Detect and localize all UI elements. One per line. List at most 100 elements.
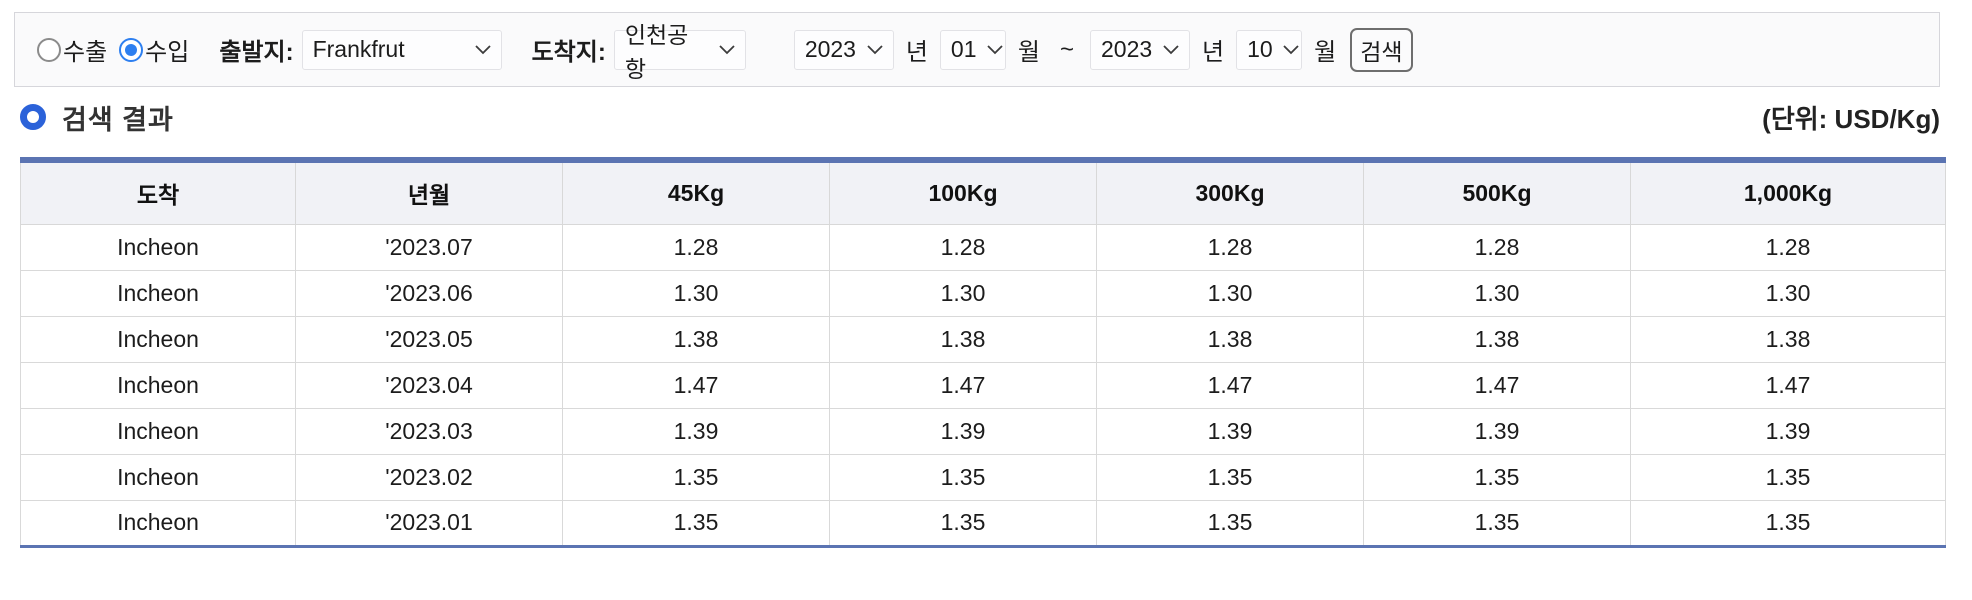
origin-select[interactable]: Frankfrut bbox=[301, 29, 502, 70]
table-cell: 1.30 bbox=[1363, 269, 1631, 317]
end-year-value: 2023 bbox=[1101, 36, 1153, 62]
chevron-down-icon bbox=[1163, 44, 1179, 55]
table-row: Incheon '2023.07 1.28 1.28 1.28 1.28 1.28 bbox=[20, 223, 1946, 271]
radio-export-input[interactable] bbox=[37, 37, 61, 62]
table-cell: 1.28 bbox=[1630, 223, 1946, 271]
unit-label: (단위: USD/Kg) bbox=[1762, 103, 1940, 134]
chevron-down-icon bbox=[719, 44, 735, 55]
column-header-1000kg: 1,000Kg bbox=[1630, 159, 1946, 225]
table-cell: Incheon bbox=[20, 453, 296, 501]
table-row: Incheon '2023.01 1.35 1.35 1.35 1.35 1.35 bbox=[20, 499, 1946, 547]
chevron-down-icon bbox=[474, 44, 491, 55]
search-bar: 수출 수입 출발지: Frankfrut 도착지: 인천공항 2023 년 01 bbox=[14, 12, 1940, 87]
table-cell: 1.35 bbox=[562, 453, 830, 501]
table-cell: Incheon bbox=[20, 315, 296, 363]
column-header-destination: 도착 bbox=[20, 159, 296, 225]
end-year-select[interactable]: 2023 bbox=[1090, 29, 1191, 70]
destination-select-value: 인천공항 bbox=[624, 21, 689, 82]
start-year-unit: 년 bbox=[905, 39, 928, 66]
destination-label: 도착지: bbox=[531, 39, 606, 66]
table-cell: 1.28 bbox=[829, 223, 1097, 271]
table-cell: 1.47 bbox=[1096, 361, 1364, 409]
table-cell: 1.39 bbox=[1630, 407, 1946, 455]
table-cell: 1.38 bbox=[829, 315, 1097, 363]
table-cell: 1.38 bbox=[1363, 315, 1631, 363]
table-cell: 1.47 bbox=[562, 361, 830, 409]
start-year-value: 2023 bbox=[804, 36, 856, 62]
radio-export-label: 수출 bbox=[63, 39, 108, 66]
end-month-unit: 월 bbox=[1314, 39, 1337, 66]
table-cell: 1.47 bbox=[1363, 361, 1631, 409]
table-cell: 1.30 bbox=[1096, 269, 1364, 317]
end-year-unit: 년 bbox=[1202, 39, 1225, 66]
table-row: Incheon '2023.02 1.35 1.35 1.35 1.35 1.35 bbox=[20, 453, 1946, 501]
table-cell: Incheon bbox=[20, 269, 296, 317]
table-cell: '2023.07 bbox=[295, 223, 563, 271]
results-section-title: 검색 결과 bbox=[62, 104, 174, 135]
range-separator: ~ bbox=[1060, 35, 1075, 63]
table-cell: '2023.05 bbox=[295, 315, 563, 363]
table-cell: 1.39 bbox=[562, 407, 830, 455]
start-year-select[interactable]: 2023 bbox=[793, 29, 894, 70]
table-cell: '2023.02 bbox=[295, 453, 563, 501]
table-cell: 1.35 bbox=[1096, 453, 1364, 501]
search-button[interactable]: 검색 bbox=[1350, 27, 1413, 72]
chevron-down-icon bbox=[986, 44, 1003, 55]
table-cell: 1.39 bbox=[829, 407, 1097, 455]
column-header-100kg: 100Kg bbox=[829, 159, 1097, 225]
origin-select-value: Frankfrut bbox=[312, 36, 405, 62]
table-cell: 1.47 bbox=[1630, 361, 1946, 409]
table-cell: 1.30 bbox=[1630, 269, 1946, 317]
table-cell: 1.38 bbox=[562, 315, 830, 363]
table-cell: 1.28 bbox=[562, 223, 830, 271]
table-cell: 1.35 bbox=[1363, 453, 1631, 501]
table-cell: 1.35 bbox=[1630, 499, 1946, 547]
chevron-down-icon bbox=[1283, 44, 1299, 55]
results-table: 도착 년월 45Kg 100Kg 300Kg 500Kg 1,000Kg Inc… bbox=[20, 157, 1946, 548]
table-cell: 1.35 bbox=[562, 499, 830, 547]
table-cell: 1.35 bbox=[1630, 453, 1946, 501]
table-cell: 1.39 bbox=[1096, 407, 1364, 455]
table-row: Incheon '2023.06 1.30 1.30 1.30 1.30 1.30 bbox=[20, 269, 1946, 317]
table-cell: '2023.04 bbox=[295, 361, 563, 409]
column-header-45kg: 45Kg bbox=[562, 159, 830, 225]
column-header-300kg: 300Kg bbox=[1096, 159, 1364, 225]
origin-label: 출발지: bbox=[219, 39, 294, 66]
table-cell: 1.30 bbox=[562, 269, 830, 317]
table-row: Incheon '2023.05 1.38 1.38 1.38 1.38 1.38 bbox=[20, 315, 1946, 363]
table-cell: 1.39 bbox=[1363, 407, 1631, 455]
table-header-row: 도착 년월 45Kg 100Kg 300Kg 500Kg 1,000Kg bbox=[20, 159, 1946, 225]
start-month-select[interactable]: 01 bbox=[939, 29, 1006, 70]
table-cell: 1.38 bbox=[1630, 315, 1946, 363]
chevron-down-icon bbox=[867, 44, 883, 55]
radio-option-export[interactable]: 수출 bbox=[37, 32, 107, 67]
table-cell: '2023.06 bbox=[295, 269, 563, 317]
table-row: Incheon '2023.03 1.39 1.39 1.39 1.39 1.39 bbox=[20, 407, 1946, 455]
table-cell: 1.38 bbox=[1096, 315, 1364, 363]
end-month-select[interactable]: 10 bbox=[1236, 29, 1303, 70]
results-table-body: Incheon '2023.07 1.28 1.28 1.28 1.28 1.28 Inche… bbox=[20, 223, 1946, 547]
column-header-yearmonth: 년월 bbox=[295, 159, 563, 225]
start-month-unit: 월 bbox=[1017, 39, 1040, 66]
table-cell: '2023.01 bbox=[295, 499, 563, 547]
table-cell: 1.28 bbox=[1096, 223, 1364, 271]
period-group: 2023 년 01 월 ~ 2023 년 10 월 bbox=[793, 29, 1340, 70]
radio-option-import[interactable]: 수입 bbox=[119, 32, 189, 67]
results-header: 검색 결과 (단위: USD/Kg) bbox=[20, 98, 1940, 136]
table-cell: 1.47 bbox=[829, 361, 1097, 409]
table-cell: Incheon bbox=[20, 499, 296, 547]
table-cell: 1.28 bbox=[1363, 223, 1631, 271]
table-cell: Incheon bbox=[20, 361, 296, 409]
table-cell: Incheon bbox=[20, 223, 296, 271]
radio-import-input[interactable] bbox=[119, 37, 144, 62]
ring-icon bbox=[20, 104, 46, 130]
column-header-500kg: 500Kg bbox=[1363, 159, 1631, 225]
radio-import-label: 수입 bbox=[145, 39, 190, 66]
table-cell: 1.30 bbox=[829, 269, 1097, 317]
table-cell: 1.35 bbox=[829, 453, 1097, 501]
table-cell: 1.35 bbox=[1363, 499, 1631, 547]
destination-select[interactable]: 인천공항 bbox=[613, 22, 746, 82]
table-row: Incheon '2023.04 1.47 1.47 1.47 1.47 1.47 bbox=[20, 361, 1946, 409]
table-cell: 1.35 bbox=[1096, 499, 1364, 547]
table-cell: Incheon bbox=[20, 407, 296, 455]
